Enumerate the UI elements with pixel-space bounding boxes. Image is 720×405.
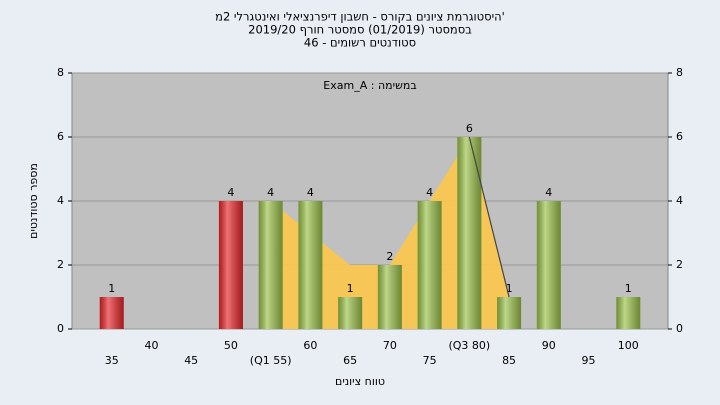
value-label: 4	[545, 186, 552, 199]
value-label: 1	[108, 282, 115, 295]
value-label: 4	[307, 186, 314, 199]
value-label: 4	[426, 186, 433, 199]
y-tick-label: 2	[57, 258, 64, 271]
bar-shade	[338, 297, 363, 329]
bar-shade	[258, 201, 283, 329]
x-tick-label: 60	[303, 339, 317, 352]
x-tick-label: 50	[224, 339, 238, 352]
value-label: 4	[227, 186, 234, 199]
x-tick-label: 70	[383, 339, 397, 352]
bar-shade	[457, 137, 482, 329]
bar-shade	[99, 297, 124, 329]
annotation: במשימה : Exam_A	[323, 79, 416, 92]
value-label: 2	[386, 250, 393, 263]
value-label: 6	[466, 122, 473, 135]
x-tick-label: 75	[423, 354, 437, 367]
chart-subtitle: בסמסטר (01/2019) סמסטר חורף 2019/20	[248, 23, 472, 37]
value-label: 1	[506, 282, 513, 295]
y2-tick-label: 8	[676, 66, 683, 79]
line	[468, 136, 510, 298]
x-tick-label: 35	[105, 354, 119, 367]
bar-shade	[298, 201, 323, 329]
value-label: 4	[267, 186, 274, 199]
y2-tick-label: 6	[676, 130, 683, 143]
y-tick-label: 6	[57, 130, 64, 143]
x-tick-label: 45	[184, 354, 198, 367]
x-tick-label: 65	[343, 354, 357, 367]
y-axis-label: מספר סטודנטים	[27, 163, 40, 239]
bar-shade	[377, 265, 402, 329]
bar-shade	[218, 201, 243, 329]
bar-shade	[417, 201, 442, 329]
bar-shade	[497, 297, 522, 329]
x-tick-label: 100	[618, 339, 639, 352]
x-tick-label: (Q3 80)	[448, 339, 490, 352]
value-label: 1	[625, 282, 632, 295]
y-tick-label: 8	[57, 66, 64, 79]
value-label: 1	[347, 282, 354, 295]
y2-tick-label: 2	[676, 258, 683, 271]
bar-shade	[536, 201, 561, 329]
x-tick-label: (Q1 55)	[250, 354, 292, 367]
bar-shade	[616, 297, 641, 329]
x-axis-label: טווח ציונים	[335, 375, 385, 388]
y2-tick-label: 4	[676, 194, 683, 207]
x-tick-label: 85	[502, 354, 516, 367]
y2-tick-label: 0	[676, 322, 683, 335]
y-tick-label: 0	[57, 322, 64, 335]
chart-subtitle: סטודנטים רשומים - 46	[304, 36, 416, 50]
x-tick-label: 95	[582, 354, 596, 367]
x-tick-label: 40	[144, 339, 158, 352]
area	[270, 137, 510, 329]
y-tick-label: 4	[57, 194, 64, 207]
chart-title: 'היסטוגרמת ציונים בקורס - חשבון דיפרנציא…	[215, 10, 505, 24]
x-tick-label: 90	[542, 339, 556, 352]
